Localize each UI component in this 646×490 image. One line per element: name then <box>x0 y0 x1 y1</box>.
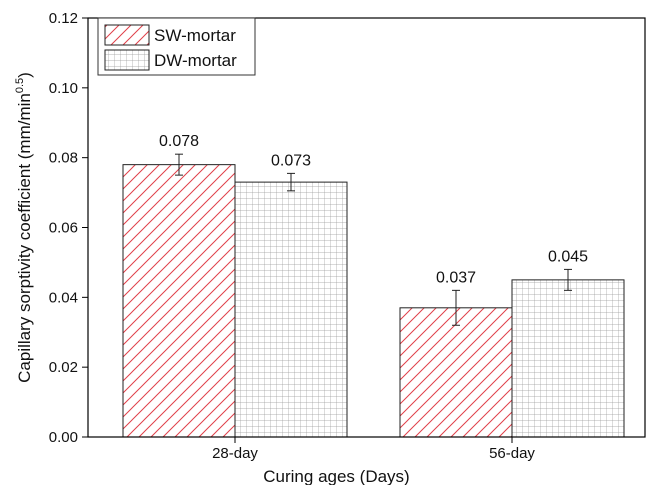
bar <box>122 164 236 438</box>
value-label: 0.037 <box>436 269 476 286</box>
bar <box>399 307 513 438</box>
y-tick-label: 0.08 <box>49 150 78 167</box>
y-tick-label: 0.04 <box>49 289 78 306</box>
x-tick-label: 56-day <box>489 445 535 462</box>
bar <box>234 181 348 438</box>
value-label: 0.045 <box>548 248 588 265</box>
legend-label: SW-mortar <box>154 26 236 45</box>
x-tick-label: 28-day <box>212 445 258 462</box>
error-bar <box>452 289 460 326</box>
y-tick-label: 0.12 <box>49 10 78 27</box>
y-tick-label: 0.00 <box>49 429 78 446</box>
error-bar <box>175 153 183 176</box>
legend-swatch <box>104 49 150 71</box>
error-bar <box>564 268 572 291</box>
legend-swatch <box>104 24 150 46</box>
value-label: 0.073 <box>271 152 311 169</box>
y-tick-label: 0.02 <box>49 359 78 376</box>
bar <box>511 279 625 438</box>
plot-frame <box>87 17 646 438</box>
y-tick-label: 0.10 <box>49 80 78 97</box>
y-axis-label: Capillary sorptivity coefficient (mm/min… <box>14 72 34 383</box>
value-label: 0.078 <box>159 133 199 150</box>
legend: SW-mortar DW-mortar <box>97 17 256 76</box>
x-axis-label: Curing ages (Days) <box>263 467 409 485</box>
error-bar <box>287 172 295 192</box>
y-tick-label: 0.06 <box>49 220 78 237</box>
legend-label: DW-mortar <box>154 51 237 70</box>
